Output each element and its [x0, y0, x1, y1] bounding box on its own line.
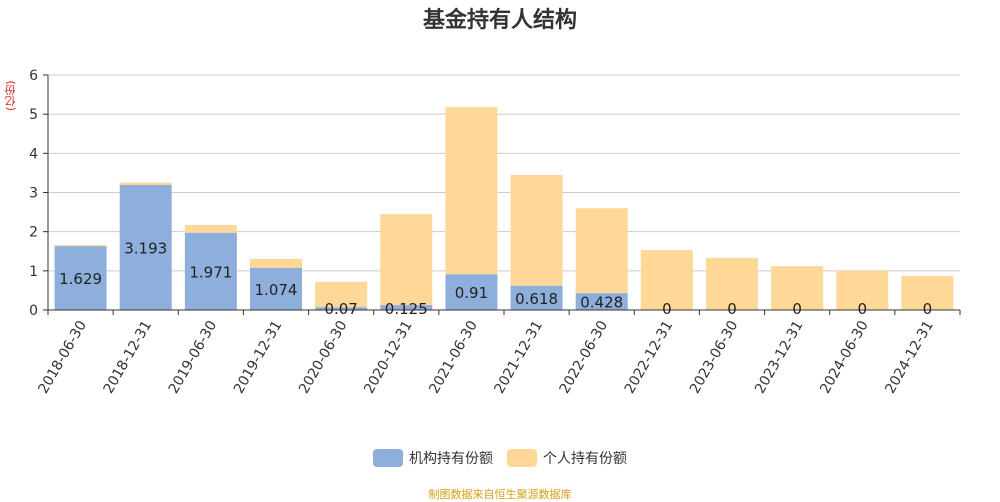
- bar-institutional[interactable]: [510, 285, 563, 310]
- legend-swatch-institutional: [373, 449, 403, 467]
- bar-value-label: 0.07: [324, 300, 357, 318]
- bar-individual[interactable]: [575, 208, 628, 294]
- x-tick-label: 2019-06-30: [166, 318, 221, 396]
- y-tick-label: 4: [29, 146, 38, 162]
- bar-individual[interactable]: [901, 275, 954, 310]
- bar-value-label: 0.428: [580, 294, 623, 312]
- bar-value-label: 1.074: [255, 281, 298, 299]
- bar-individual[interactable]: [706, 257, 758, 310]
- bar-institutional[interactable]: [380, 305, 433, 310]
- x-tick-label: 2020-12-31: [361, 318, 416, 396]
- bar-individual[interactable]: [380, 214, 433, 306]
- bar-individual[interactable]: [771, 266, 824, 310]
- chart-title: 基金持有人结构: [422, 8, 577, 33]
- x-tick-label: 2023-06-30: [687, 318, 742, 396]
- bars: [54, 107, 954, 310]
- bar-institutional[interactable]: [184, 232, 237, 310]
- legend-item-individual[interactable]: 个人持有份额: [507, 448, 627, 468]
- bar-value-label: 3.193: [124, 239, 167, 257]
- legend-item-institutional[interactable]: 机构持有份额: [373, 448, 493, 468]
- data-source-note: 制图数据来自恒生聚源数据库: [428, 488, 572, 501]
- legend-swatch-individual: [507, 449, 537, 467]
- x-tick-label: 2023-12-31: [752, 318, 807, 396]
- bar-institutional[interactable]: [119, 184, 172, 310]
- x-tick-label: 2024-06-30: [817, 318, 872, 396]
- bar-individual[interactable]: [250, 258, 302, 268]
- y-tick-label: 3: [29, 186, 38, 202]
- bar-value-label: 1.629: [59, 270, 102, 288]
- bar-institutional[interactable]: [250, 267, 302, 310]
- data-labels: 1.629 3.193 1.971 1.074 0.07 0.125 0.91 0.618 0.…: [59, 239, 932, 318]
- y-tick-label: 1: [29, 264, 38, 280]
- bar-value-label: 0: [727, 300, 737, 318]
- bar-individual[interactable]: [640, 250, 693, 310]
- x-tick-label: 2021-12-31: [491, 318, 546, 396]
- bar-individual[interactable]: [445, 107, 498, 275]
- bar-individual[interactable]: [184, 224, 237, 233]
- bar-individual[interactable]: [510, 174, 563, 286]
- grid-lines: [48, 74, 960, 272]
- bar-value-label: 0.91: [455, 284, 488, 302]
- y-tick-label: 0: [29, 303, 38, 319]
- bar-value-label: 0.618: [515, 290, 558, 308]
- x-tick-label: 2022-06-30: [557, 318, 612, 396]
- bar-institutional[interactable]: [445, 274, 498, 310]
- bar-individual[interactable]: [119, 182, 172, 185]
- x-tick-label: 2019-12-31: [231, 318, 286, 396]
- bar-institutional[interactable]: [315, 307, 368, 310]
- bar-individual[interactable]: [54, 245, 107, 247]
- x-tick-label: 2021-06-30: [426, 318, 481, 396]
- y-tick-label: 5: [29, 107, 38, 123]
- x-tick-label: 2022-12-31: [622, 318, 677, 396]
- legend-label-institutional: 机构持有份额: [409, 451, 493, 467]
- bar-individual[interactable]: [315, 281, 368, 308]
- x-tick-label: 2018-12-31: [101, 318, 156, 396]
- y-tick-label: 6: [29, 68, 38, 84]
- bar-value-label: 0.125: [385, 300, 428, 318]
- bar-value-label: 1.971: [189, 263, 232, 281]
- x-tick-label: 2020-06-30: [296, 318, 351, 396]
- legend-label-individual: 个人持有份额: [543, 451, 627, 467]
- legend: 机构持有份额 个人持有份额: [0, 448, 1000, 468]
- bar-chart: 0 1 2 3 4 5 6 2018-06-30 2018-12-31 2019-06-30 201…: [29, 68, 961, 396]
- bar-value-label: 0: [858, 300, 868, 318]
- x-tick-label: 2024-12-31: [882, 318, 937, 396]
- x-tick-label: 2018-06-30: [35, 318, 90, 396]
- bar-individual[interactable]: [836, 270, 889, 310]
- bar-value-label: 0: [662, 300, 672, 318]
- bar-value-label: 0: [792, 300, 802, 318]
- bar-institutional[interactable]: [575, 293, 628, 310]
- bar-institutional[interactable]: [54, 246, 107, 310]
- y-tick-label: 2: [29, 225, 38, 241]
- bar-value-label: 0: [923, 300, 933, 318]
